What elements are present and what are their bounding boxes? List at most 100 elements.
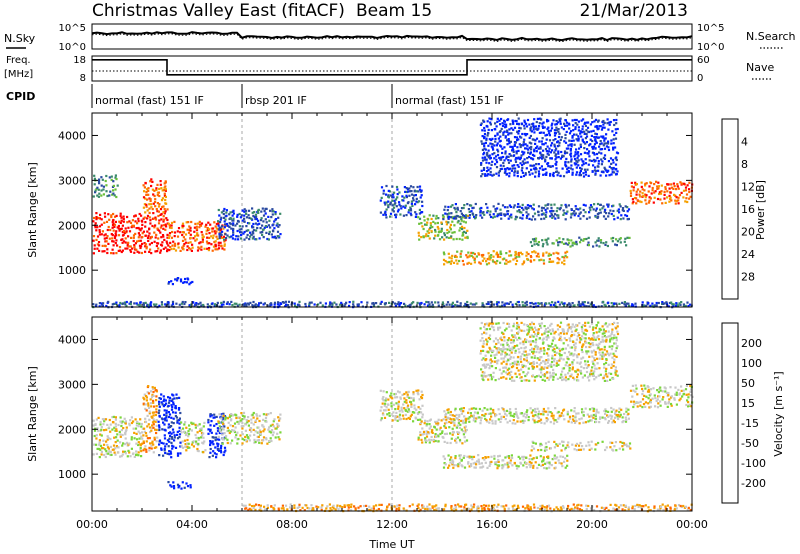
echo-cell	[508, 371, 511, 374]
echo-cell	[421, 441, 424, 444]
echo-cell	[158, 229, 161, 232]
echo-cell	[243, 417, 246, 420]
echo-cell	[579, 448, 582, 451]
echo-cell	[499, 208, 502, 211]
echo-cell	[455, 416, 458, 420]
echo-cell	[490, 254, 493, 257]
echo-cell	[119, 455, 122, 458]
echo-cell	[156, 250, 159, 253]
echo-cell	[665, 302, 668, 305]
echo-cell	[142, 230, 145, 233]
echo-cell	[228, 303, 231, 306]
echo-cell	[150, 444, 153, 447]
nsky-label: N.Sky	[4, 32, 36, 45]
echo-cell	[178, 436, 181, 439]
echo-cell	[410, 413, 413, 416]
echo-cell	[544, 167, 547, 171]
cpid-segment-label: normal (fast) 151 IF	[395, 94, 504, 107]
echo-cell	[202, 235, 205, 238]
echo-cell	[510, 254, 513, 257]
echo-cell	[612, 146, 615, 149]
echo-cell	[462, 220, 465, 223]
echo-cell	[550, 203, 553, 206]
echo-cell	[578, 303, 581, 306]
echo-cell	[571, 119, 574, 122]
echo-cell	[523, 419, 526, 422]
echo-cell	[612, 419, 615, 422]
echo-cell	[441, 301, 444, 304]
echo-cell	[225, 237, 228, 240]
echo-cell	[245, 236, 248, 239]
echo-cell	[98, 225, 102, 228]
echo-cell	[663, 193, 666, 196]
echo-cell	[516, 210, 519, 213]
echo-cell	[520, 360, 523, 363]
echo-cell	[591, 121, 594, 124]
echo-cell	[270, 303, 273, 306]
echo-cell	[561, 167, 564, 170]
echo-cell	[526, 214, 529, 217]
echo-cell	[177, 486, 180, 489]
echo-cell	[619, 205, 622, 208]
echo-cell	[229, 217, 232, 220]
echo-cell	[215, 235, 218, 238]
echo-cell	[398, 418, 401, 421]
echo-cell	[205, 240, 209, 243]
echo-cell	[389, 203, 392, 206]
echo-cell	[525, 216, 528, 220]
echo-cell	[593, 203, 596, 206]
echo-cell	[92, 419, 95, 422]
echo-cell	[168, 453, 171, 456]
echo-cell	[532, 215, 535, 218]
echo-cell	[625, 407, 628, 410]
echo-cell	[410, 190, 413, 193]
echo-cell	[544, 213, 547, 217]
echo-cell	[133, 302, 136, 305]
echo-cell	[266, 304, 269, 307]
echo-cell	[207, 432, 210, 435]
echo-cell	[481, 156, 484, 159]
echo-cell	[98, 230, 101, 234]
echo-cell	[214, 439, 217, 442]
echo-cell	[602, 300, 605, 303]
echo-cell	[600, 128, 604, 131]
echo-cell	[483, 257, 486, 260]
echo-cell	[156, 194, 159, 197]
echo-cell	[547, 162, 550, 165]
echo-cell	[146, 198, 149, 201]
echo-cell	[187, 442, 190, 445]
echo-cell	[398, 191, 401, 194]
echo-cell	[208, 456, 211, 459]
echo-cell	[590, 447, 593, 450]
echo-cell	[432, 214, 435, 217]
echo-cell	[478, 416, 481, 419]
echo-cell	[150, 178, 153, 181]
echo-cell	[612, 209, 615, 213]
echo-cell	[609, 441, 612, 444]
echo-cell	[608, 174, 611, 177]
echo-cell	[245, 434, 249, 437]
echo-cell	[259, 301, 263, 304]
echo-cell	[517, 138, 520, 141]
echo-cell	[543, 126, 546, 129]
echo-cell	[468, 456, 471, 459]
echo-cell	[531, 458, 534, 461]
echo-cell	[159, 249, 162, 252]
echo-cell	[115, 252, 118, 255]
echo-cell	[503, 463, 507, 466]
echo-cell	[563, 302, 566, 305]
echo-cell	[615, 151, 619, 154]
echo-cell	[163, 194, 166, 197]
echo-cell	[684, 304, 687, 307]
echo-cell	[507, 455, 511, 458]
echo-cell	[152, 202, 155, 205]
echo-cell	[514, 302, 517, 306]
echo-cell	[501, 301, 504, 304]
echo-cell	[395, 185, 399, 189]
echo-cell	[182, 231, 185, 234]
echo-cell	[504, 355, 507, 358]
echo-cell	[547, 456, 550, 460]
echo-cell	[532, 441, 535, 444]
echo-cell	[563, 122, 566, 125]
